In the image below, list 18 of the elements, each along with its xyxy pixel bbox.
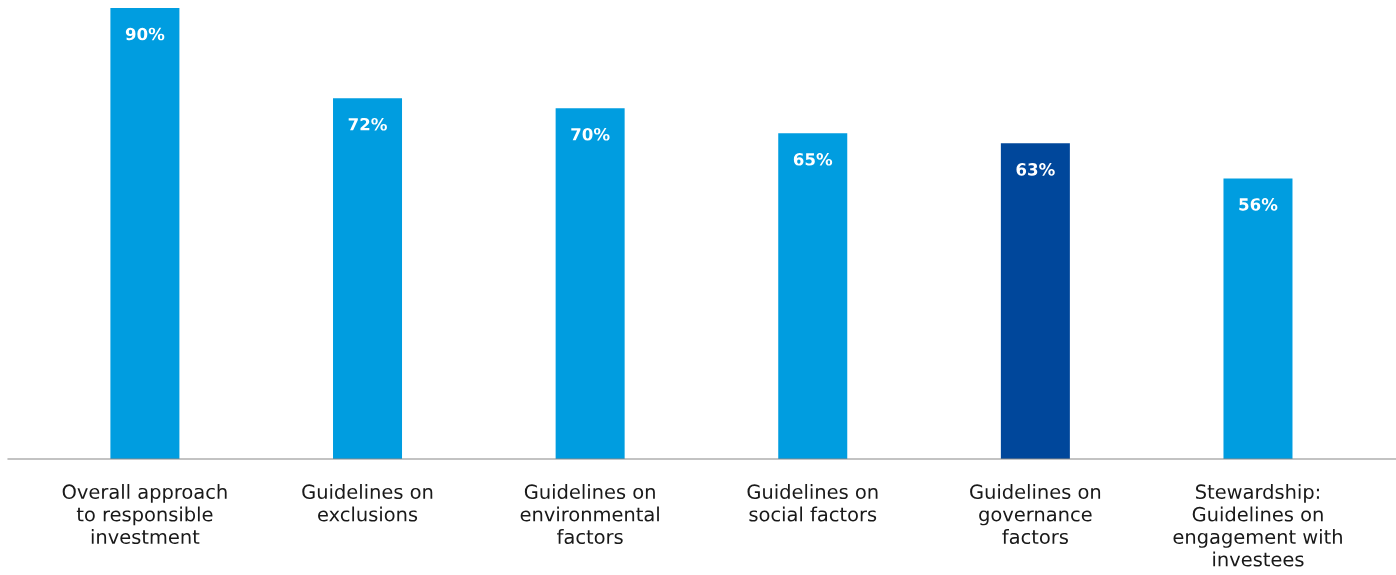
bar: [555, 108, 625, 459]
data-label: 70%: [571, 127, 610, 141]
bar: [778, 133, 848, 459]
x-tick-label: Stewardship: Guidelines on engagement with investees: [1173, 484, 1342, 567]
x-tick-label: Overall approach to responsible investment: [62, 484, 227, 545]
bar: [1223, 178, 1293, 459]
x-tick-label: Guidelines on governance factors: [970, 484, 1101, 545]
bar: [333, 98, 403, 459]
bar: [1000, 143, 1070, 459]
x-tick-label: Guidelines on environmental factors: [520, 484, 659, 545]
data-label: 56%: [1239, 198, 1278, 211]
data-label: 63%: [1016, 163, 1055, 176]
data-label: 72%: [348, 117, 387, 131]
data-label: 90%: [125, 27, 165, 41]
bar: [110, 8, 180, 459]
x-tick-label: Guidelines on social factors: [747, 484, 878, 522]
x-tick-label: Guidelines on exclusions: [302, 484, 433, 522]
data-label: 65%: [793, 153, 833, 166]
